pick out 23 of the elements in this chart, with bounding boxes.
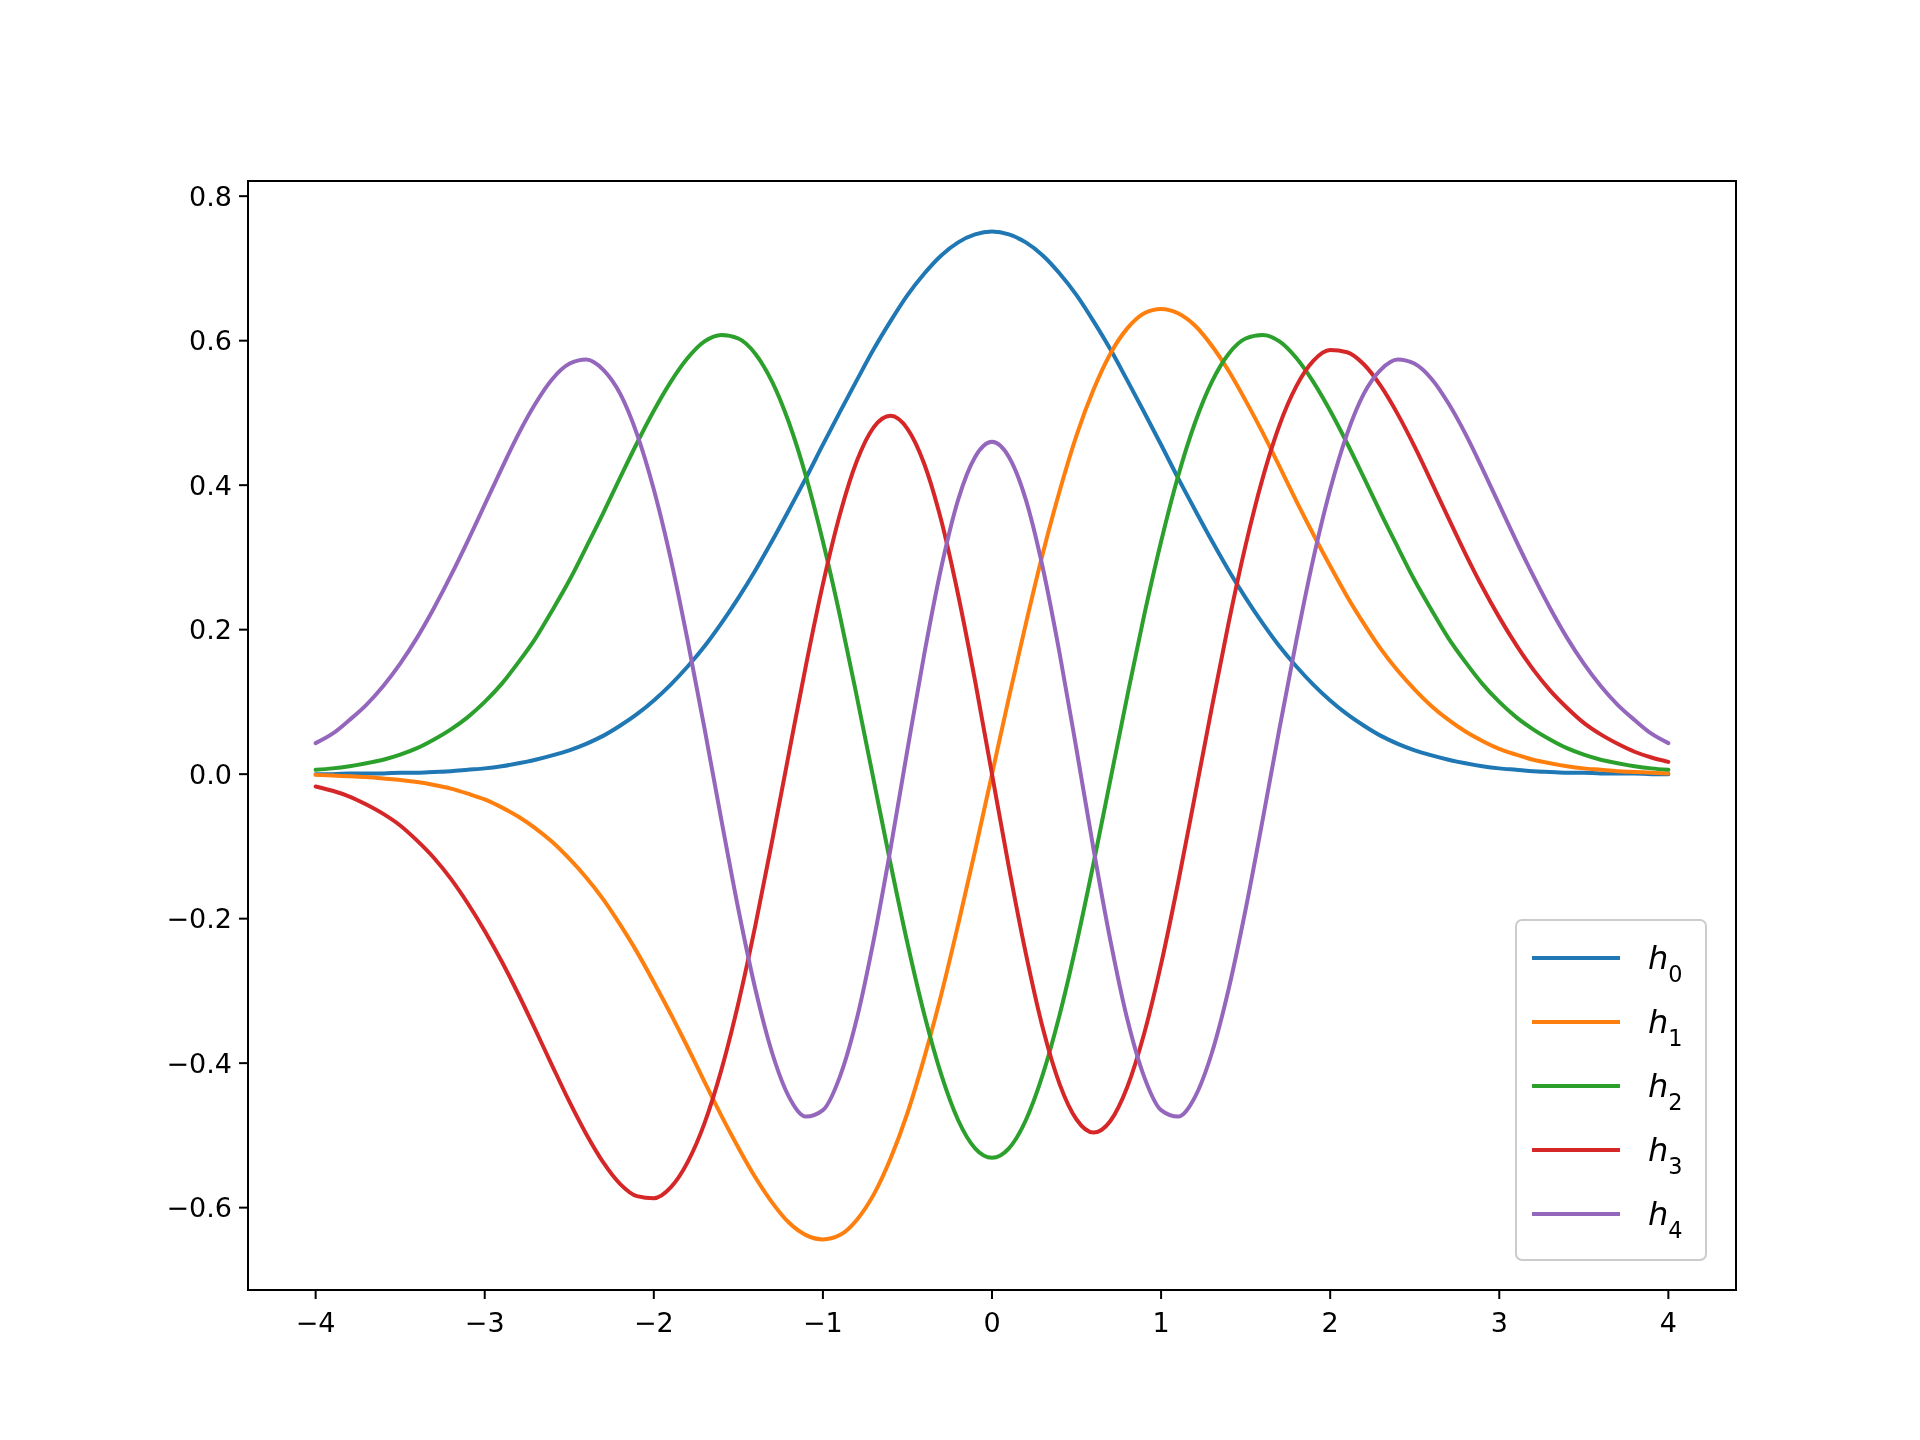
x-tick-label: −3 [464, 1307, 505, 1338]
y-tick-label: 0.4 [189, 469, 232, 501]
y-tick-label: −0.2 [166, 903, 232, 935]
x-tick-label: 3 [1490, 1307, 1508, 1338]
x-tick-label: −2 [633, 1307, 674, 1338]
y-tick-label: 0.0 [189, 758, 232, 790]
x-tick-label: 1 [1152, 1307, 1170, 1338]
legend-label: h$_{4}$ [1648, 1195, 1683, 1244]
x-tick-label: 2 [1321, 1307, 1339, 1338]
x-tick-label: 4 [1659, 1307, 1677, 1338]
legend-label: h$_{2}$ [1648, 1067, 1683, 1116]
legend-label: h$_{0}$ [1648, 939, 1683, 988]
x-tick-label: −4 [295, 1307, 336, 1338]
x-tick-label: 0 [983, 1307, 1001, 1338]
y-tick-label: 0.6 [189, 325, 232, 357]
legend-label: h$_{1}$ [1648, 1003, 1683, 1052]
line-series [313, 229, 1671, 777]
legend-label: h$_{3}$ [1648, 1131, 1683, 1180]
y-tick-label: 0.8 [189, 180, 232, 212]
y-tick-label: −0.4 [166, 1047, 232, 1079]
x-tick-label: −1 [803, 1307, 843, 1338]
y-tick-label: −0.6 [166, 1192, 232, 1224]
y-tick-label: 0.2 [189, 614, 232, 646]
